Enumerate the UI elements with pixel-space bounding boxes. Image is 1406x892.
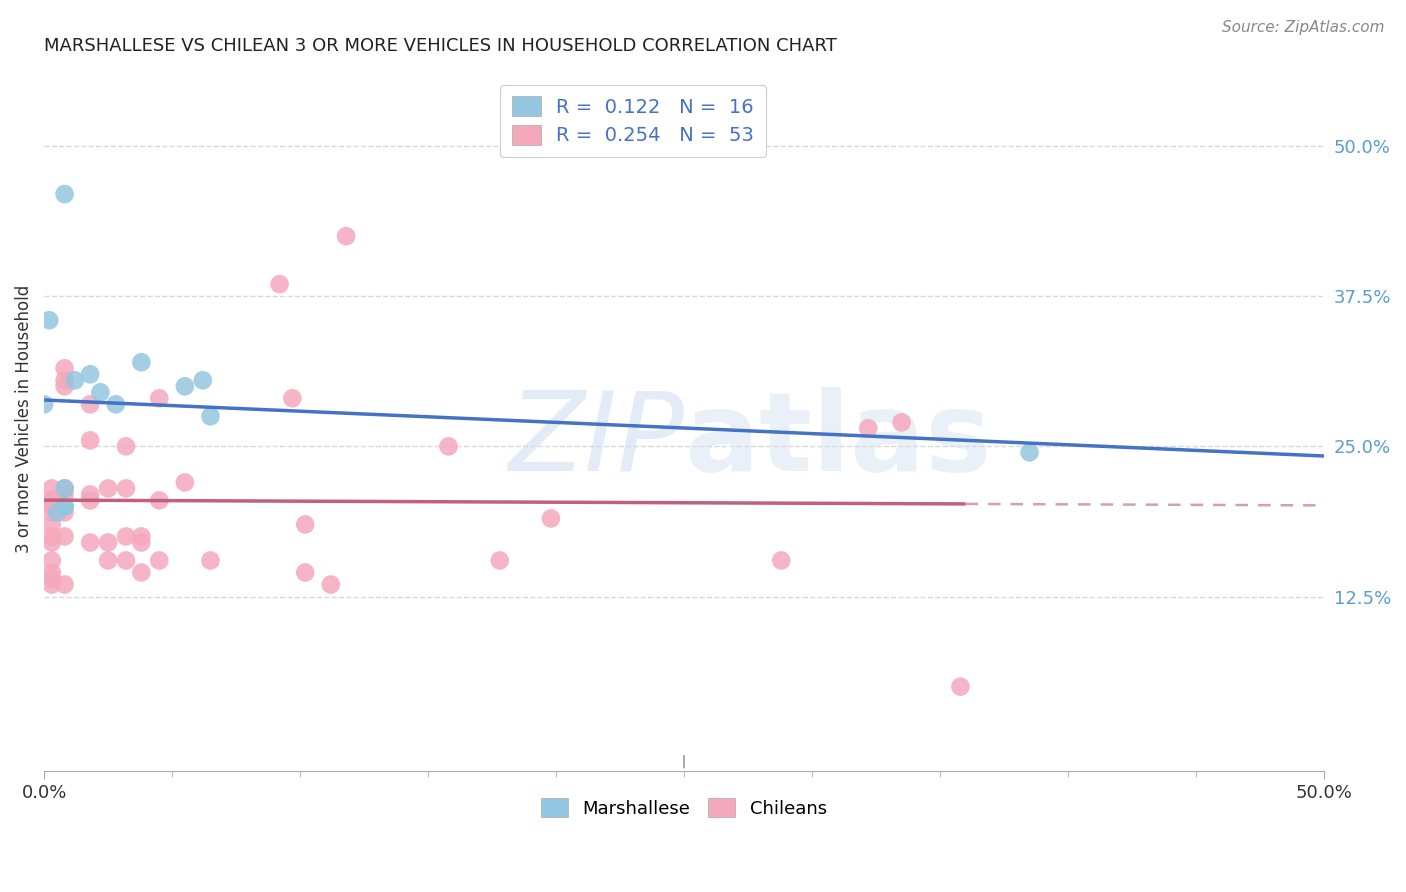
Point <box>115 553 138 567</box>
Point <box>115 439 138 453</box>
Point <box>131 529 153 543</box>
Point <box>53 361 76 376</box>
Point <box>41 529 63 543</box>
Point <box>540 511 562 525</box>
Point <box>1018 445 1040 459</box>
Point <box>41 572 63 586</box>
Point <box>148 553 170 567</box>
Point <box>63 373 86 387</box>
Point <box>79 487 101 501</box>
Point <box>53 500 76 514</box>
Point <box>131 535 153 549</box>
Point <box>79 493 101 508</box>
Point <box>319 577 342 591</box>
Point <box>79 535 101 549</box>
Point <box>53 187 76 202</box>
Text: ZIP: ZIP <box>508 387 683 494</box>
Point <box>104 397 127 411</box>
Point <box>41 493 63 508</box>
Point <box>53 379 76 393</box>
Point <box>488 553 510 567</box>
Point <box>97 482 120 496</box>
Point <box>53 482 76 496</box>
Point <box>200 409 222 424</box>
Point <box>89 385 111 400</box>
Point <box>281 392 304 406</box>
Point <box>53 577 76 591</box>
Point <box>115 529 138 543</box>
Point <box>41 517 63 532</box>
Point <box>173 379 195 393</box>
Point <box>890 415 912 429</box>
Point <box>41 482 63 496</box>
Point <box>41 577 63 591</box>
Legend: Marshallese, Chileans: Marshallese, Chileans <box>534 791 834 825</box>
Point <box>41 535 63 549</box>
Point <box>858 421 880 435</box>
Point <box>41 505 63 519</box>
Point <box>32 397 55 411</box>
Point <box>294 517 316 532</box>
Point <box>53 487 76 501</box>
Point <box>79 397 101 411</box>
Point <box>79 434 101 448</box>
Point <box>148 392 170 406</box>
Point <box>131 355 153 369</box>
Point <box>53 482 76 496</box>
Point <box>79 368 101 382</box>
Point <box>191 373 214 387</box>
Text: MARSHALLESE VS CHILEAN 3 OR MORE VEHICLES IN HOUSEHOLD CORRELATION CHART: MARSHALLESE VS CHILEAN 3 OR MORE VEHICLE… <box>44 37 837 55</box>
Y-axis label: 3 or more Vehicles in Household: 3 or more Vehicles in Household <box>15 285 32 553</box>
Point <box>53 373 76 387</box>
Text: Source: ZipAtlas.com: Source: ZipAtlas.com <box>1222 20 1385 35</box>
Point <box>294 566 316 580</box>
Point <box>269 277 291 292</box>
Text: atlas: atlas <box>683 387 991 494</box>
Point <box>53 505 76 519</box>
Point <box>148 493 170 508</box>
Point <box>41 500 63 514</box>
Point <box>53 529 76 543</box>
Point <box>200 553 222 567</box>
Point <box>949 680 972 694</box>
Point <box>97 535 120 549</box>
Point <box>97 553 120 567</box>
Point <box>115 482 138 496</box>
Point <box>41 493 63 508</box>
Point <box>437 439 460 453</box>
Point <box>335 229 357 244</box>
Point <box>38 313 60 327</box>
Point <box>173 475 195 490</box>
Point <box>41 566 63 580</box>
Point <box>45 505 67 519</box>
Point <box>41 553 63 567</box>
Point <box>770 553 793 567</box>
Point <box>53 500 76 514</box>
Point <box>131 566 153 580</box>
